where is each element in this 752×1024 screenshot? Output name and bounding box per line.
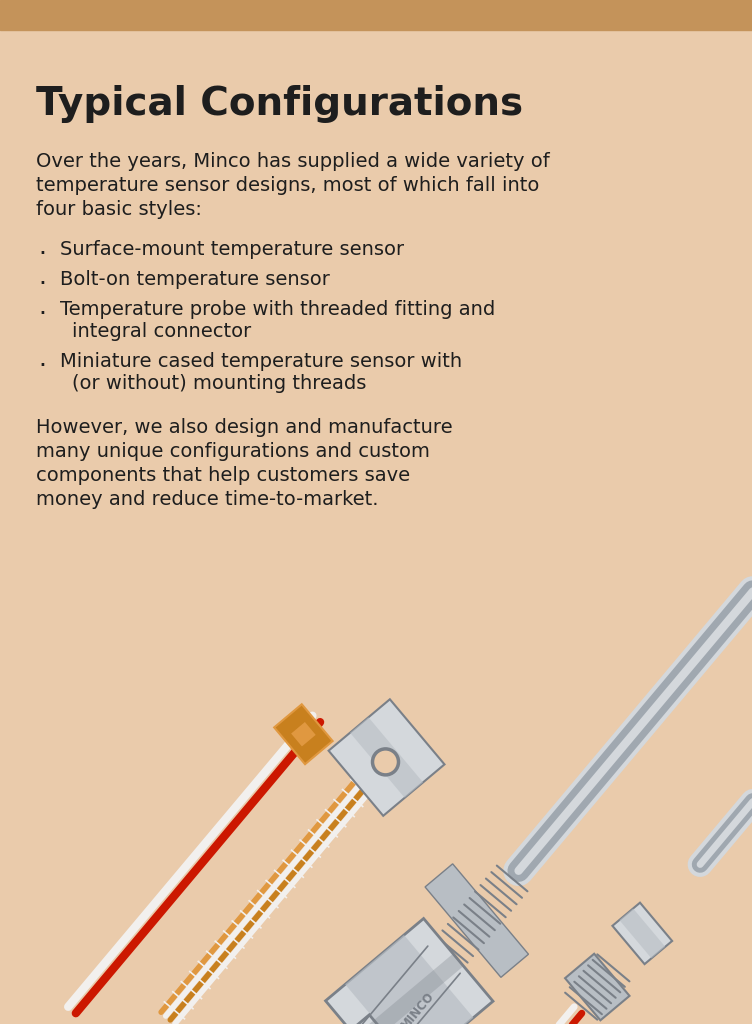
Text: (or without) mounting threads: (or without) mounting threads [72, 374, 366, 393]
Circle shape [372, 749, 399, 775]
Bar [0, 0, 752, 30]
Text: Over the years, Minco has supplied a wide variety of: Over the years, Minco has supplied a wid… [36, 152, 550, 171]
Text: many unique configurations and custom: many unique configurations and custom [36, 442, 430, 461]
Text: four basic styles:: four basic styles: [36, 200, 202, 219]
Polygon shape [350, 717, 423, 798]
Text: Temperature probe with threaded fitting and: Temperature probe with threaded fitting … [60, 300, 496, 319]
Text: ·: · [38, 272, 46, 296]
Polygon shape [329, 699, 444, 816]
Polygon shape [279, 1015, 411, 1024]
Text: Miniature cased temperature sensor with: Miniature cased temperature sensor with [60, 352, 462, 371]
Polygon shape [355, 953, 463, 1024]
Polygon shape [291, 722, 316, 746]
Text: temperature sensor designs, most of which fall into: temperature sensor designs, most of whic… [36, 176, 539, 195]
Polygon shape [565, 953, 629, 1020]
Polygon shape [425, 864, 529, 977]
Polygon shape [620, 908, 666, 958]
Polygon shape [612, 903, 672, 965]
Text: Surface-mount temperature sensor: Surface-mount temperature sensor [60, 240, 404, 259]
Text: ·: · [38, 302, 46, 326]
Text: integral connector: integral connector [72, 322, 251, 341]
Text: ·: · [38, 242, 46, 266]
Polygon shape [326, 919, 493, 1024]
Text: Bolt-on temperature sensor: Bolt-on temperature sensor [60, 270, 330, 289]
Text: money and reduce time-to-market.: money and reduce time-to-market. [36, 490, 378, 509]
Text: ·: · [38, 354, 46, 378]
Polygon shape [345, 935, 474, 1024]
Text: MINCO: MINCO [398, 989, 437, 1024]
Text: components that help customers save: components that help customers save [36, 466, 410, 485]
Polygon shape [274, 705, 332, 764]
Text: However, we also design and manufacture: However, we also design and manufacture [36, 418, 453, 437]
Text: Typical Configurations: Typical Configurations [36, 85, 523, 123]
